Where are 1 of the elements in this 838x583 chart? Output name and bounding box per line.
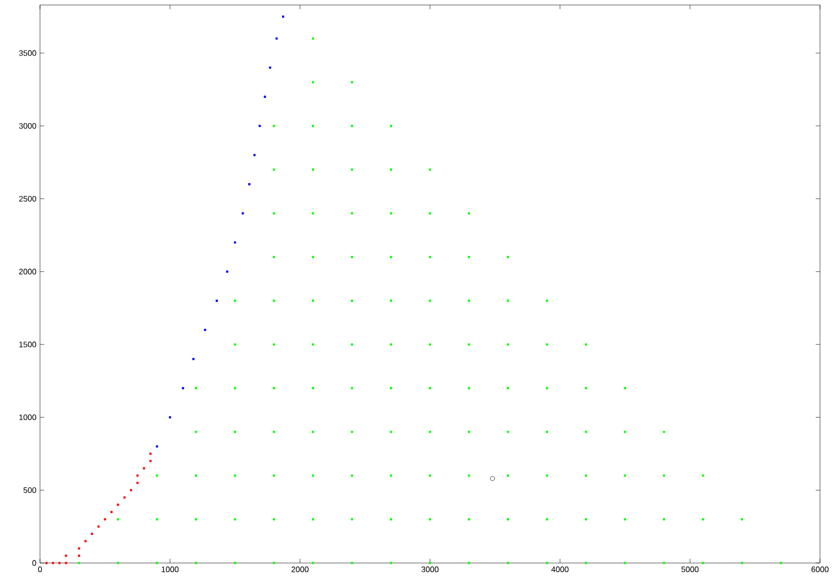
point [490, 476, 495, 481]
